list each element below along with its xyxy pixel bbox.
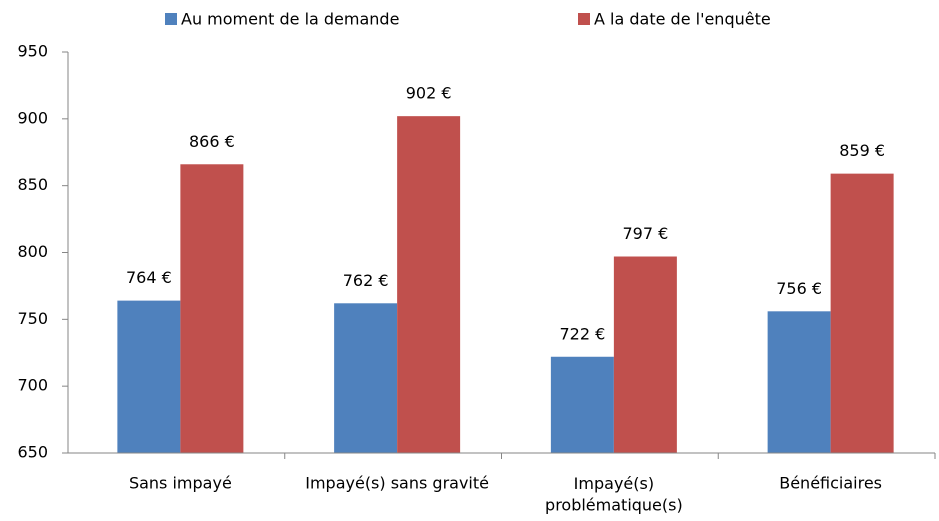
bar (550, 356, 614, 453)
legend-label: Au moment de la demande (181, 10, 399, 29)
y-tick-label: 750 (17, 309, 48, 328)
x-tick-label: Bénéficiaires (779, 474, 882, 493)
value-label: 756 € (776, 279, 822, 298)
value-label: 902 € (406, 84, 452, 103)
bar (397, 116, 461, 453)
bar (613, 256, 677, 453)
legend-swatch (165, 13, 177, 25)
legend-label: A la date de l'enquête (594, 10, 771, 29)
value-label: 762 € (343, 271, 389, 290)
y-tick-label: 900 (17, 108, 48, 127)
value-label: 859 € (839, 141, 885, 160)
x-tick-label: Sans impayé (129, 474, 232, 493)
value-label: 866 € (189, 132, 235, 151)
bar (117, 300, 181, 453)
value-label: 722 € (559, 324, 605, 343)
y-tick-label: 650 (17, 443, 48, 462)
legend-swatch (578, 13, 590, 25)
bar (767, 311, 831, 453)
bar (830, 173, 894, 454)
bar (334, 303, 398, 453)
value-label: 764 € (126, 268, 172, 287)
y-tick-label: 700 (17, 376, 48, 395)
y-tick-label: 800 (17, 242, 48, 261)
x-tick-label: Impayé(s) sans gravité (305, 474, 489, 493)
x-tick-label: Impayé(s) problématique(s) (545, 474, 683, 515)
y-tick-label: 950 (17, 42, 48, 61)
value-label: 797 € (622, 224, 668, 243)
bar (180, 164, 244, 453)
y-tick-label: 850 (17, 175, 48, 194)
